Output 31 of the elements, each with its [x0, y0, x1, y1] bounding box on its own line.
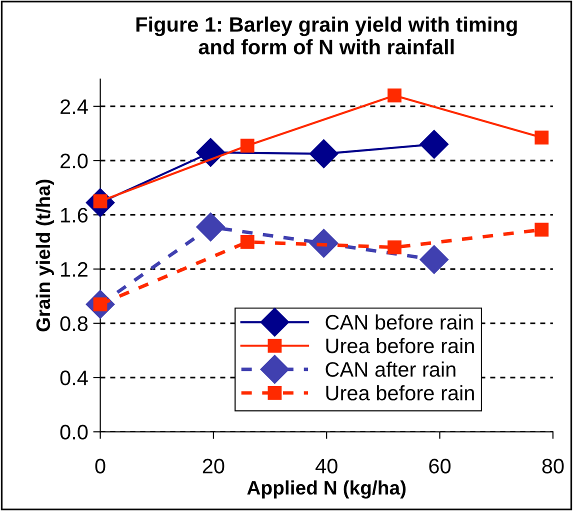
y-tick-label: 2.0	[60, 154, 88, 168]
point	[309, 139, 338, 168]
y-tick-label: 0.8	[60, 316, 88, 332]
y-axis-title: Grain yield (t/ha)	[36, 180, 54, 332]
y-tick-label: 0.4	[60, 370, 88, 386]
legend-label: Urea before rain	[326, 338, 474, 354]
point	[534, 222, 549, 237]
y-tick-label: 2.4	[60, 99, 88, 114]
x-tick-label: 40	[316, 458, 338, 474]
x-tick-label: 60	[429, 458, 451, 474]
x-tick-label: 20	[202, 458, 224, 474]
legend-label: CAN before rain	[326, 314, 473, 330]
y-tick-label: 1.2	[61, 262, 88, 277]
y-tick-label: 0.0	[60, 424, 88, 440]
x-tick-label: 80	[542, 458, 564, 474]
legend-label: CAN after rain	[326, 362, 456, 377]
point	[196, 138, 226, 167]
y-tick-label: 1.6	[61, 208, 88, 223]
point	[240, 234, 254, 249]
point	[420, 245, 449, 274]
point	[388, 88, 402, 102]
chart-title: Figure 1: Barley grain yield with timing and form of N with rainfall	[136, 16, 517, 54]
point	[388, 240, 402, 254]
point	[420, 130, 449, 159]
x-axis-title: Applied N (kg/ha)	[247, 480, 406, 499]
legend-label: Urea before rain	[326, 385, 474, 400]
point	[196, 212, 226, 242]
x-tick-label: 0	[95, 458, 106, 474]
point	[309, 228, 338, 258]
point	[534, 130, 549, 144]
point	[240, 138, 254, 153]
